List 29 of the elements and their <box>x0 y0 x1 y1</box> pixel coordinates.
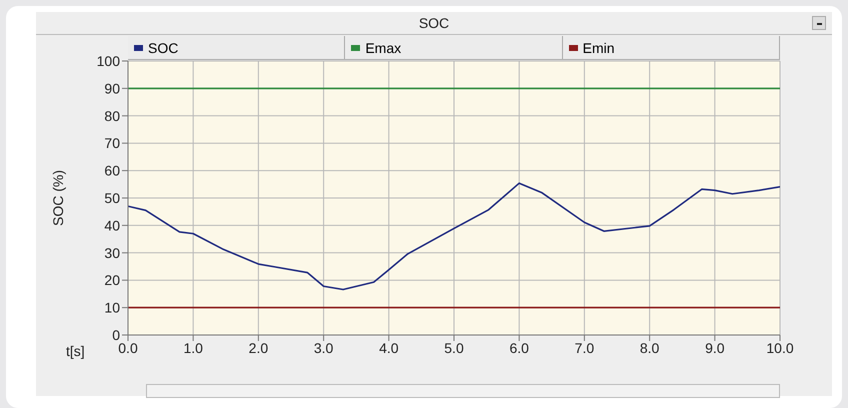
y-tick-label: 10 <box>104 300 120 316</box>
y-tick-label: 100 <box>96 52 120 69</box>
x-tick-label: 9.0 <box>705 340 725 356</box>
x-tick-label: 8.0 <box>640 340 660 356</box>
legend-label: SOC <box>148 40 178 56</box>
x-tick-label: 3.0 <box>314 340 334 356</box>
y-tick-label: 20 <box>104 272 120 288</box>
y-tick-label: 60 <box>104 162 120 179</box>
y-tick-label: 70 <box>104 135 120 152</box>
y-tick-label: 40 <box>104 217 120 234</box>
x-tick-label: 1.0 <box>183 340 204 356</box>
legend-label: Emax <box>365 40 402 56</box>
x-tick-label: 10.0 <box>766 340 794 356</box>
x-tick-label: 4.0 <box>379 340 399 356</box>
y-tick-label: 80 <box>104 108 120 124</box>
x-axis-title: t[s] <box>66 343 85 359</box>
x-tick-label: 2.0 <box>248 340 268 356</box>
legend-label: Emin <box>582 40 615 56</box>
line-series <box>128 182 780 290</box>
y-tick-label: 90 <box>104 80 120 96</box>
x-tick-label: 0.0 <box>118 340 138 356</box>
x-tick-label: 6.0 <box>509 340 530 356</box>
y-tick-label: 0 <box>112 326 120 343</box>
y-axis-title: SOC (%) <box>50 170 66 226</box>
y-tick-label: 50 <box>104 190 120 206</box>
y-tick-label: 30 <box>104 244 120 261</box>
chart-title: SOC <box>36 12 832 35</box>
x-tick-label: 5.0 <box>444 340 464 356</box>
x-tick-label: 7.0 <box>574 340 594 356</box>
